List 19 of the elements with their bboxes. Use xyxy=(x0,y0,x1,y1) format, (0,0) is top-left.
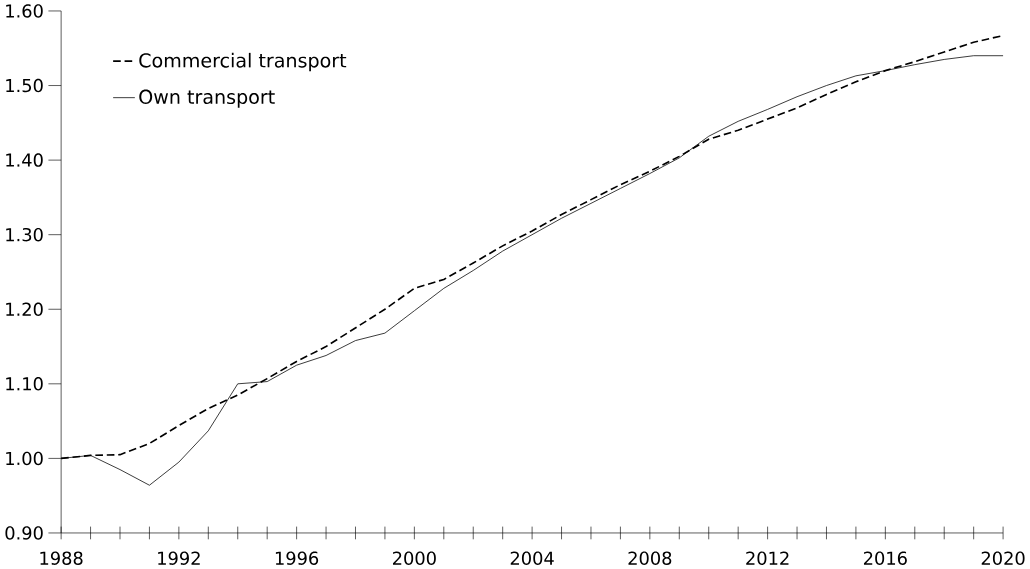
x-tick-label: 2020 xyxy=(981,551,1025,565)
legend-label: Commercial transport xyxy=(139,52,347,72)
x-tick-label: 2000 xyxy=(392,551,436,565)
x-tick-label: 2008 xyxy=(628,551,672,565)
x-tick-label: 2004 xyxy=(510,551,554,565)
x-tick-label: 1988 xyxy=(40,551,83,565)
x-tick-label: 1996 xyxy=(275,551,319,565)
y-tick-label: 0.90 xyxy=(5,526,43,540)
y-tick-label: 1.00 xyxy=(6,451,43,466)
x-tick-label: 1992 xyxy=(158,551,200,565)
y-tick-label: 1.20 xyxy=(6,302,43,316)
y-tick-label: 1.50 xyxy=(6,78,43,93)
y-tick-label: 1.30 xyxy=(6,227,43,242)
y-tick-label: 1.10 xyxy=(6,377,43,391)
x-tick-label: 2012 xyxy=(746,551,789,565)
x-tick-label: 2016 xyxy=(863,551,907,565)
legend-label: Own transport xyxy=(139,89,275,108)
y-tick-label: 1.60 xyxy=(6,4,43,18)
y-tick-label: 1.40 xyxy=(6,153,43,167)
